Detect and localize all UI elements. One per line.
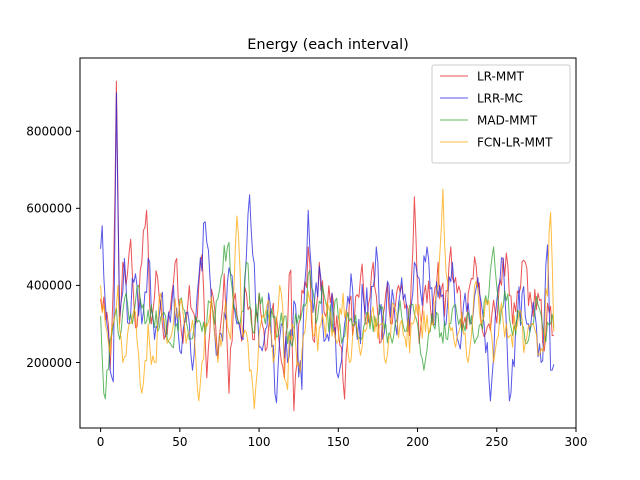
x-tick-label: 200	[406, 435, 429, 449]
plot-frame	[79, 57, 577, 429]
legend-label: LR-MMT	[477, 69, 525, 83]
x-tick-label: 150	[327, 435, 350, 449]
x-tick-label: 50	[172, 435, 187, 449]
y-tick-label: 600000	[26, 202, 72, 216]
legend-box	[431, 64, 571, 164]
series-line-fcn-lr-mmt	[100, 188, 555, 410]
legend-label: FCN-LR-MMT	[477, 135, 553, 149]
x-tick-label: 250	[485, 435, 508, 449]
y-axis: 200000 400000 600000 800000	[26, 125, 80, 370]
x-tick-label: 100	[248, 435, 271, 449]
legend: LR-MMT LRR-MC MAD-MMT FCN-LR-MMT	[431, 64, 571, 164]
x-tick-label: 0	[97, 435, 105, 449]
y-tick-label: 200000	[26, 356, 72, 370]
chart-title: Energy (each interval)	[247, 37, 409, 53]
legend-label: LRR-MC	[477, 91, 523, 105]
x-tick-label: 300	[565, 435, 588, 449]
series-layer	[100, 80, 555, 412]
y-tick-label: 400000	[26, 279, 72, 293]
x-axis: 0 50 100 150 200 250 300	[97, 428, 588, 449]
legend-label: MAD-MMT	[477, 113, 538, 127]
y-tick-label: 800000	[26, 125, 72, 139]
